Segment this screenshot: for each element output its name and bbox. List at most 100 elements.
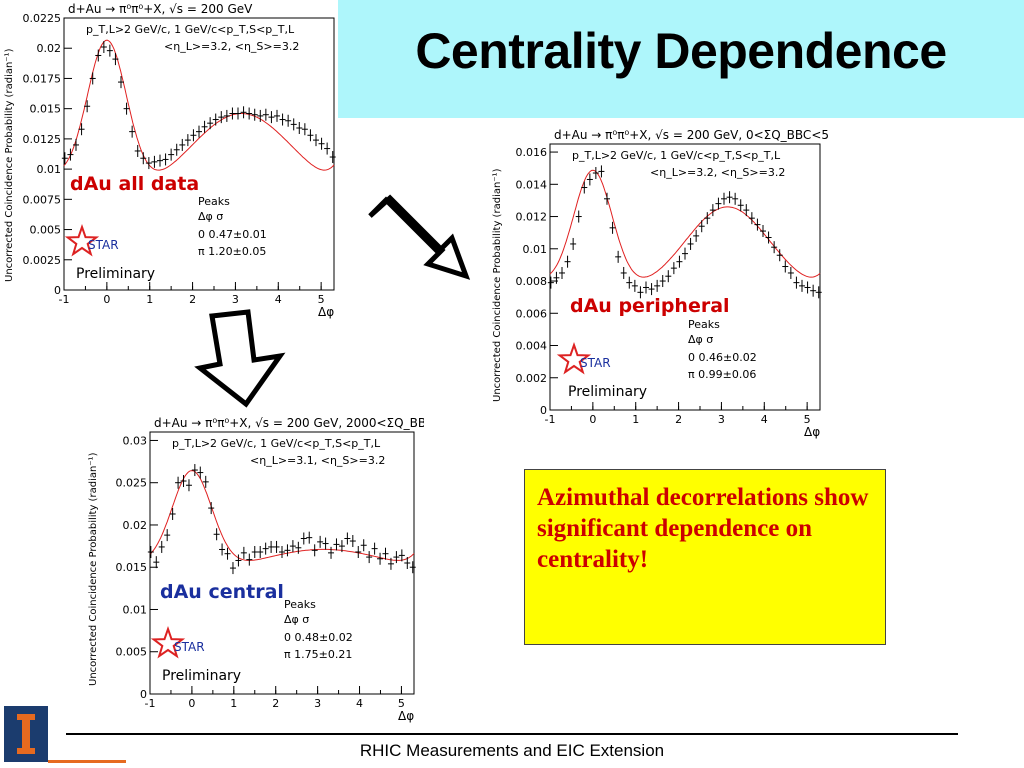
data-point xyxy=(300,532,307,545)
data-point xyxy=(262,542,269,555)
data-point xyxy=(793,276,800,289)
y-tick-label: 0.015 xyxy=(116,561,148,574)
fit-curve xyxy=(63,39,335,171)
y-axis-label: Uncorrected Coincidence Probability (rad… xyxy=(492,168,503,402)
footer-text: RHIC Measurements and EIC Extension xyxy=(359,741,665,760)
data-point xyxy=(398,549,405,562)
data-point xyxy=(95,49,102,62)
data-point xyxy=(366,551,373,564)
logo-underline xyxy=(48,760,126,763)
y-tick-label: 0.016 xyxy=(516,146,548,159)
data-point xyxy=(84,100,91,113)
y-tick-label: 0.0175 xyxy=(23,72,62,85)
data-point xyxy=(547,276,554,289)
y-tick-label: 0.005 xyxy=(30,224,62,237)
data-point xyxy=(197,466,204,479)
data-point xyxy=(164,529,171,542)
data-point xyxy=(106,44,113,57)
x-tick-label: 3 xyxy=(232,293,239,306)
peaks-columns: Δφ σ xyxy=(688,333,713,346)
x-tick-label: 1 xyxy=(146,293,153,306)
plot-frame xyxy=(63,17,335,291)
data-point xyxy=(360,539,367,552)
cuts-line-1: p_T,L>2 GeV/c, 1 GeV/c<p_T,S<p_T,L xyxy=(86,23,295,36)
data-point xyxy=(704,212,711,225)
data-point xyxy=(687,237,694,250)
data-point xyxy=(268,540,275,553)
data-point xyxy=(61,152,68,165)
data-point xyxy=(235,107,241,120)
data-point xyxy=(643,281,649,294)
peaks-header: Peaks xyxy=(284,598,316,611)
y-tick-label: 0 xyxy=(540,404,547,417)
data-point xyxy=(274,109,280,122)
peaks-columns: Δφ σ xyxy=(284,613,309,626)
data-point xyxy=(279,113,286,126)
peaks-row-away: π 0.99±0.06 xyxy=(688,368,756,381)
data-point xyxy=(168,148,175,161)
data-point xyxy=(129,125,136,138)
data-point xyxy=(804,281,811,294)
data-point xyxy=(620,266,627,279)
y-axis-label: Uncorrected Coincidence Probability (rad… xyxy=(4,48,15,282)
data-point xyxy=(344,532,351,545)
data-point xyxy=(173,143,180,156)
data-point xyxy=(659,275,666,288)
x-axis-label: Δφ xyxy=(398,709,414,723)
data-point xyxy=(626,276,633,289)
data-point xyxy=(191,464,198,477)
data-point xyxy=(89,72,96,85)
preliminary-label: Preliminary xyxy=(162,668,241,684)
data-point xyxy=(553,271,560,284)
data-point xyxy=(273,540,280,553)
x-tick-label: -1 xyxy=(59,293,70,306)
data-point xyxy=(147,546,154,559)
data-point xyxy=(559,266,565,279)
star-logo-text: STAR xyxy=(88,238,119,252)
data-point xyxy=(631,279,638,292)
peaks-header: Peaks xyxy=(198,195,230,208)
data-point xyxy=(648,283,655,296)
data-point xyxy=(118,76,124,89)
data-point xyxy=(196,125,202,138)
preliminary-label: Preliminary xyxy=(568,384,647,400)
data-point xyxy=(743,204,750,217)
data-point xyxy=(175,476,182,489)
data-point xyxy=(190,129,197,142)
y-tick-label: 0.01 xyxy=(37,163,62,176)
data-point xyxy=(290,118,297,131)
data-point xyxy=(306,531,313,544)
data-point xyxy=(776,249,783,262)
data-point xyxy=(654,279,661,292)
x-tick-label: 2 xyxy=(189,293,196,306)
peaks-row-near: 0 0.47±0.01 xyxy=(198,228,267,241)
data-point xyxy=(235,554,242,567)
data-point xyxy=(349,535,356,548)
slide-title: Centrality Dependence xyxy=(415,23,947,79)
data-point xyxy=(709,204,716,217)
dataset-label: dAu central xyxy=(160,581,284,603)
data-point xyxy=(162,153,169,166)
x-tick-label: 0 xyxy=(188,697,195,710)
y-tick-label: 0.02 xyxy=(37,42,62,55)
cuts-line-2: <η_L>=3.1, <η_S>=3.2 xyxy=(250,454,385,467)
data-point xyxy=(207,117,214,130)
data-point xyxy=(393,551,400,564)
plot-frame xyxy=(549,143,821,411)
data-point xyxy=(112,53,119,66)
data-point xyxy=(338,540,345,553)
data-point xyxy=(732,192,739,205)
data-point xyxy=(229,562,236,575)
data-point xyxy=(637,286,644,299)
data-point xyxy=(670,262,677,275)
peaks-row-away: π 1.75±0.21 xyxy=(284,648,352,661)
star-logo-text: STAR xyxy=(580,356,611,370)
footer-divider xyxy=(66,733,958,735)
data-point xyxy=(158,540,165,553)
data-point xyxy=(754,218,761,231)
data-point xyxy=(153,556,160,569)
data-point xyxy=(318,137,325,150)
data-point xyxy=(185,479,192,492)
data-point xyxy=(575,210,582,223)
data-point xyxy=(570,237,577,250)
